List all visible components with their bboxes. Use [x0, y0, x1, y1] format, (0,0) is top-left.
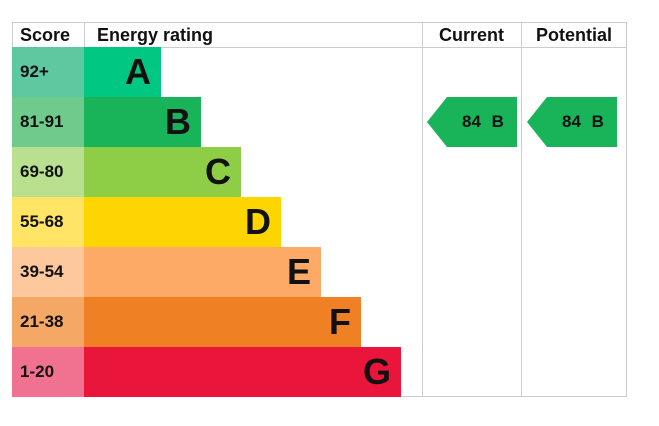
- score-range-c: 69-80: [12, 147, 84, 197]
- potential-rating-label: 84 B: [562, 112, 604, 131]
- band-bar-b: B: [84, 97, 201, 147]
- score-range-a: 92+: [12, 47, 84, 97]
- score-range-d: 55-68: [12, 197, 84, 247]
- current-arrow-shape: [427, 97, 517, 147]
- potential-rating-arrow: 84 B: [527, 97, 617, 147]
- score-range-e: 39-54: [12, 247, 84, 297]
- score-range-f: 21-38: [12, 297, 84, 347]
- energy-rating-header: Energy rating: [97, 25, 214, 45]
- header-divider: [12, 47, 627, 48]
- band-bar-e: E: [84, 247, 321, 297]
- current-rating-arrow: 84 B: [427, 97, 517, 147]
- band-bar-g: G: [84, 347, 401, 397]
- potential-header: Potential: [535, 25, 612, 45]
- band-bar-a: A: [84, 47, 161, 97]
- band-bar-d: D: [84, 197, 281, 247]
- divider: [521, 22, 522, 397]
- current-header: Current: [438, 25, 504, 45]
- current-rating-label: 84 B: [462, 112, 504, 131]
- band-bar-f: F: [84, 297, 361, 347]
- score-range-b: 81-91: [12, 97, 84, 147]
- score-range-g: 1-20: [12, 347, 84, 397]
- potential-arrow-shape: [527, 97, 617, 147]
- score-header: Score: [20, 25, 71, 45]
- divider: [422, 22, 423, 397]
- band-bar-c: C: [84, 147, 241, 197]
